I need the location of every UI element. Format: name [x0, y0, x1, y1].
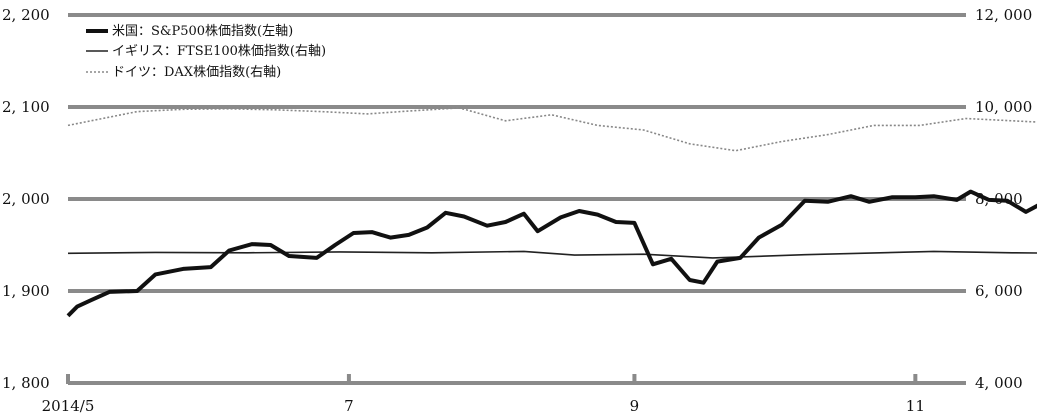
series-line-2 — [67, 250, 1037, 259]
x-tick-label: 9 — [630, 397, 640, 415]
legend-label: ドイツ：DAX株価指数(右軸) — [112, 65, 281, 80]
y-right-tick-label: 10, 000 — [975, 98, 1032, 116]
x-axis: 2014/5 7 9 11 — [42, 374, 966, 415]
y-left-tick-label: 1, 900 — [2, 282, 50, 300]
y-left-tick-label: 2, 200 — [2, 6, 50, 24]
y-left-tick-label: 2, 100 — [2, 98, 50, 116]
x-tick-label: 7 — [344, 397, 354, 415]
legend-label: イギリス：FTSE100株価指数(右軸) — [112, 44, 326, 59]
series-line-3 — [67, 107, 1037, 152]
y-axis-left: 1, 800 1, 900 2, 000 2, 100 2, 200 — [2, 6, 50, 392]
series-line-1 — [66, 189, 1037, 318]
series-lines — [66, 107, 1037, 318]
legend: 米国：S&P500株価指数(左軸) イギリス：FTSE100株価指数(右軸) ドイツ… — [86, 24, 326, 80]
y-left-tick-label: 1, 800 — [2, 374, 50, 392]
grid-lines — [68, 13, 966, 293]
y-right-tick-label: 6, 000 — [975, 282, 1023, 300]
y-left-tick-label: 2, 000 — [2, 190, 50, 208]
legend-label: 米国：S&P500株価指数(左軸) — [112, 24, 293, 39]
x-tick-label: 11 — [906, 397, 925, 415]
y-right-tick-label: 4, 000 — [975, 374, 1023, 392]
x-tick-label: 2014/5 — [42, 397, 95, 415]
y-right-tick-label: 12, 000 — [975, 6, 1032, 24]
